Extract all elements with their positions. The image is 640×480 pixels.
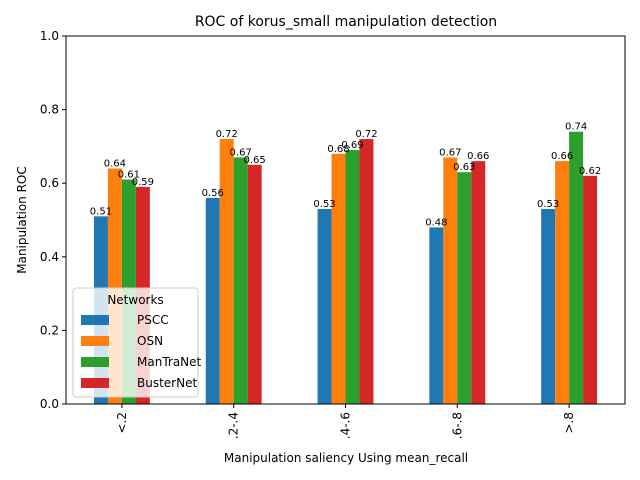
bar-pscc-4 xyxy=(541,208,556,404)
data-label: 0.63 xyxy=(453,162,475,173)
x-tick-label: >.8 xyxy=(562,412,576,434)
bar-mantranet-2 xyxy=(345,150,360,404)
y-tick-label: 1.0 xyxy=(40,29,59,43)
data-label: 0.53 xyxy=(537,199,559,210)
data-label: 0.64 xyxy=(104,158,126,169)
legend-label-busternet: BusterNet xyxy=(137,376,197,390)
data-label: 0.51 xyxy=(90,206,112,217)
data-label: 0.56 xyxy=(202,188,224,199)
data-label: 0.74 xyxy=(565,122,587,133)
data-label: 0.65 xyxy=(244,155,266,166)
bar-pscc-1 xyxy=(205,197,220,404)
y-tick-label: 0.8 xyxy=(40,103,59,117)
bar-busternet-4 xyxy=(583,175,598,404)
data-label: 0.62 xyxy=(579,166,601,177)
data-label: 0.61 xyxy=(118,170,140,181)
y-axis: 0.0 0.2 0.4 0.6 0.8 1.0 xyxy=(40,29,66,411)
legend-title: Networks xyxy=(107,293,163,307)
bar-pscc-3 xyxy=(429,227,444,404)
bar-pscc-2 xyxy=(317,208,332,404)
data-label: 0.67 xyxy=(230,147,252,158)
legend-swatch-busternet xyxy=(81,378,109,388)
x-tick-label: .4-.6 xyxy=(339,412,353,439)
y-tick-label: 0.0 xyxy=(40,397,59,411)
chart-title: ROC of korus_small manipulation detectio… xyxy=(195,14,497,30)
legend-label-pscc: PSCC xyxy=(137,313,169,327)
bar-mantranet-4 xyxy=(569,131,584,404)
data-label: 0.53 xyxy=(313,199,335,210)
legend: Networks PSCC OSN ManTraNet BusterNet xyxy=(72,287,202,398)
data-label: 0.59 xyxy=(132,177,154,188)
data-label: 0.68 xyxy=(327,144,349,155)
x-tick-label: <.2 xyxy=(115,412,129,434)
y-tick-label: 0.2 xyxy=(40,323,59,337)
x-axis: <.2 .2-.4 .4-.6 .6-.8 >.8 xyxy=(115,404,576,439)
legend-swatch-mantranet xyxy=(81,357,109,367)
bars-layer xyxy=(93,131,598,405)
legend-label-osn: OSN xyxy=(137,334,163,348)
data-label: 0.67 xyxy=(439,147,461,158)
bar-busternet-3 xyxy=(471,161,486,404)
bar-osn-3 xyxy=(443,157,458,404)
legend-label-mantranet: ManTraNet xyxy=(137,355,202,369)
bar-mantranet-1 xyxy=(233,157,248,404)
x-tick-label: .6-.8 xyxy=(450,412,464,439)
data-label: 0.66 xyxy=(467,151,489,162)
x-tick-label: .2-.4 xyxy=(227,412,241,439)
data-label: 0.72 xyxy=(355,129,377,140)
data-label: 0.48 xyxy=(425,217,447,228)
data-label: 0.66 xyxy=(551,151,573,162)
data-labels-layer: 0.51 0.56 0.53 0.48 0.53 0.64 0.72 0.68 0.67 0.66… xyxy=(90,122,601,229)
legend-swatch-osn xyxy=(81,336,109,346)
x-axis-label: Manipulation saliency Using mean_recall xyxy=(224,451,468,465)
data-label: 0.69 xyxy=(341,140,363,151)
bar-busternet-1 xyxy=(247,164,262,404)
y-tick-label: 0.6 xyxy=(40,176,59,190)
legend-swatch-pscc xyxy=(81,315,109,325)
bar-busternet-2 xyxy=(359,139,374,405)
y-tick-label: 0.4 xyxy=(40,250,59,264)
data-label: 0.72 xyxy=(216,129,238,140)
bar-osn-4 xyxy=(555,161,570,404)
bar-mantranet-3 xyxy=(457,172,472,404)
y-axis-label: Manipulation ROC xyxy=(15,166,29,274)
bar-osn-2 xyxy=(331,153,346,404)
bar-osn-1 xyxy=(219,139,234,405)
